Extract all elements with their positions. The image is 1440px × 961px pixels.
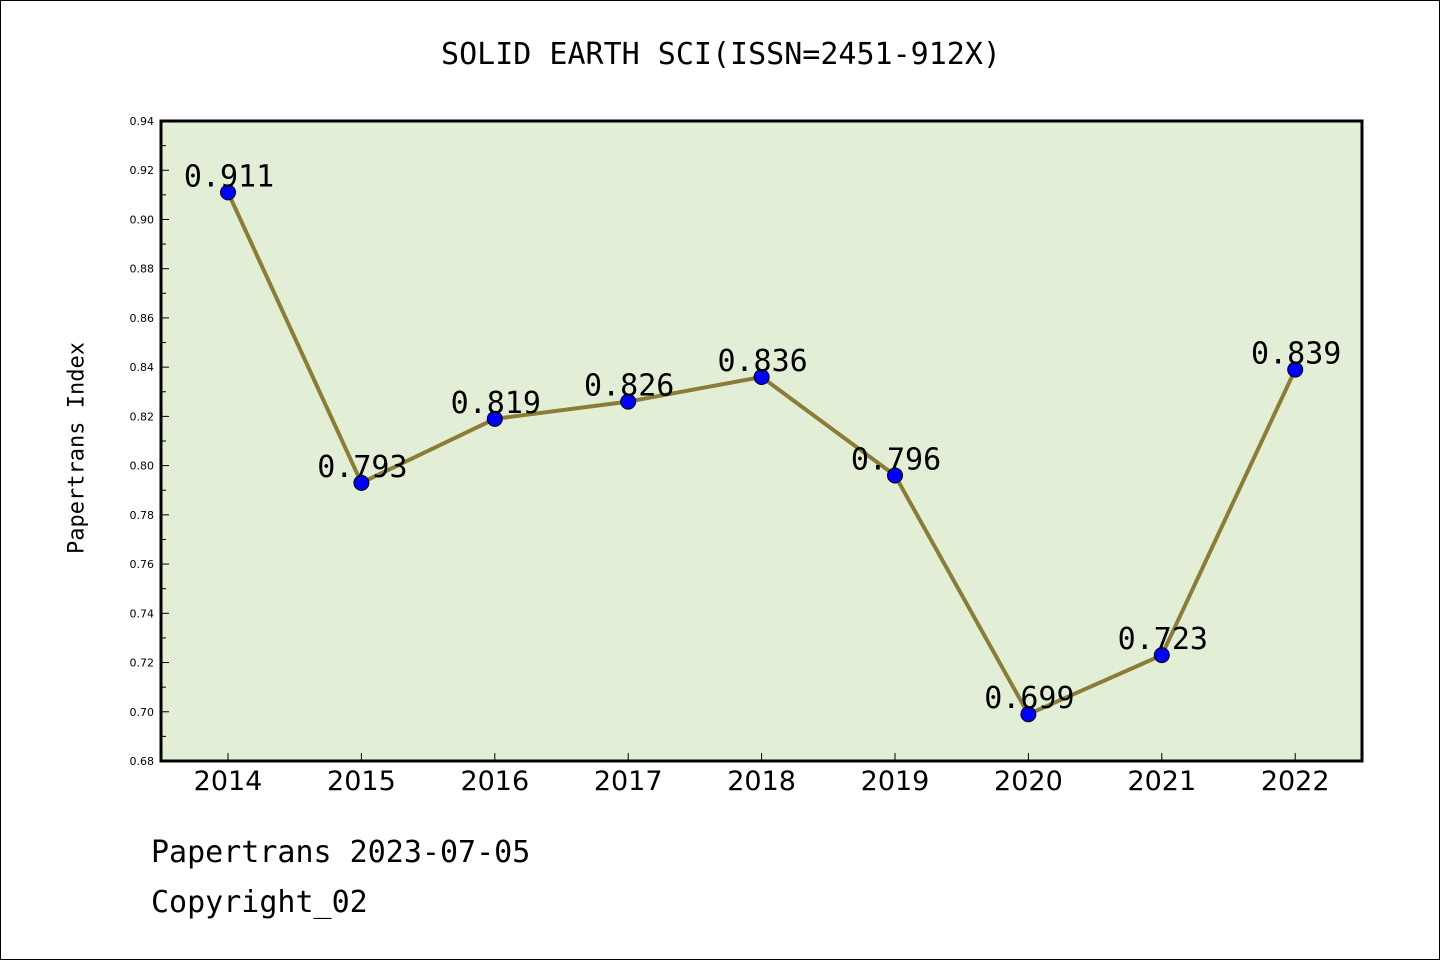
footer-date: Papertrans 2023-07-05 [151,835,531,870]
data-label: 0.911 [184,159,274,194]
y-tick-label: 0.92 [130,164,155,177]
x-tick-label: 2021 [1127,766,1196,797]
y-tick-label: 0.72 [130,657,155,670]
data-point [887,467,903,484]
data-point [220,184,236,201]
x-tick-label: 2016 [460,766,529,797]
data-label: 0.839 [1251,337,1341,372]
y-tick-label: 0.68 [130,755,155,768]
plot-border [159,119,1364,763]
data-label: 0.793 [317,450,407,485]
x-tick-label: 2015 [327,766,396,797]
data-point [353,474,370,491]
y-tick-label: 0.70 [130,706,155,719]
data-label: 0.819 [451,386,541,421]
x-tick-label: 2018 [727,766,796,797]
chart-title: SOLID EARTH SCI(ISSN=2451-912X) [441,37,1001,72]
y-tick-label: 0.74 [130,607,155,620]
data-point [1153,647,1170,664]
x-tick-label: 2020 [994,766,1063,797]
y-axis-label: Papertrans Index [64,342,90,554]
y-tick-label: 0.86 [130,312,155,325]
data-label: 0.826 [584,369,674,404]
y-tick-label: 0.94 [130,115,155,128]
x-tick-label: 2017 [594,766,663,797]
data-point [620,393,637,410]
data-label: 0.723 [1118,622,1208,657]
footer-copyright: Copyright_02 [151,885,368,920]
data-label: 0.699 [984,681,1074,716]
data-label: 0.796 [851,442,941,477]
data-point [753,369,770,385]
data-label: 0.836 [717,344,807,379]
y-tick-label: 0.82 [130,410,155,423]
data-point [1020,706,1037,723]
x-tick-label: 2022 [1261,766,1330,797]
data-point [1287,361,1304,378]
data-point [486,410,503,427]
y-tick-label: 0.78 [130,509,155,522]
y-tick-label: 0.76 [130,558,155,571]
y-tick-label: 0.84 [130,361,155,374]
y-tick-label: 0.88 [130,263,155,276]
x-tick-label: 2019 [861,766,930,797]
x-tick-label: 2014 [194,766,263,797]
y-tick-label: 0.80 [130,460,155,473]
y-tick-label: 0.90 [130,213,155,226]
